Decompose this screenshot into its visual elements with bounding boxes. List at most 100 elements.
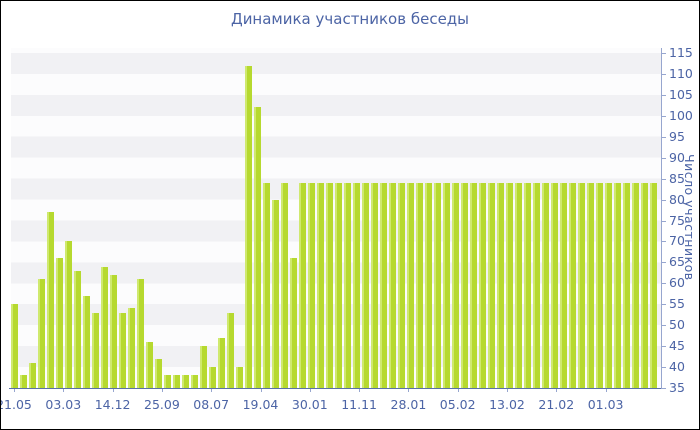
bar xyxy=(218,337,225,388)
y-axis-tick xyxy=(661,388,666,389)
bar xyxy=(389,182,396,388)
y-axis-tick-label: 45 xyxy=(669,338,685,354)
bar xyxy=(308,182,315,388)
y-axis-tick-label: 115 xyxy=(669,45,693,60)
bar xyxy=(83,295,90,388)
bar xyxy=(38,279,45,388)
bar xyxy=(209,367,216,388)
y-axis-tick-label: 90 xyxy=(669,149,685,165)
bar xyxy=(425,182,432,388)
bar xyxy=(191,375,198,388)
x-axis-tick xyxy=(359,389,361,392)
bar xyxy=(101,266,108,388)
bar xyxy=(587,182,594,388)
bar xyxy=(650,182,657,388)
y-axis-line xyxy=(661,48,662,389)
x-axis-tick xyxy=(309,389,311,392)
bar xyxy=(515,182,522,388)
bar xyxy=(380,182,387,388)
bar xyxy=(569,182,576,388)
y-axis-tick-label: 95 xyxy=(669,128,685,144)
y-axis-tick xyxy=(661,220,666,222)
bar xyxy=(623,182,630,388)
bar xyxy=(416,182,423,388)
x-axis-tick xyxy=(63,389,65,392)
x-axis-tick-label: 19.04 xyxy=(242,397,279,412)
bar xyxy=(524,182,531,388)
bar xyxy=(461,182,468,388)
x-axis-tick-label: 03.03 xyxy=(45,397,82,412)
x-axis-tick xyxy=(211,389,213,392)
bar xyxy=(335,182,342,388)
y-axis-tick xyxy=(661,115,666,117)
y-axis-tick-label: 85 xyxy=(669,170,685,186)
bar xyxy=(362,182,369,388)
x-axis-tick-label: 08.07 xyxy=(193,397,230,412)
y-axis-tick xyxy=(661,94,666,96)
bar xyxy=(146,341,153,388)
x-axis-tick xyxy=(161,389,163,392)
y-axis-tick xyxy=(661,178,666,180)
bar xyxy=(56,258,63,388)
bar xyxy=(596,182,603,388)
y-axis-tick xyxy=(661,367,666,369)
y-axis-tick xyxy=(661,136,666,138)
x-axis-tick xyxy=(507,389,508,392)
bar xyxy=(200,346,207,388)
x-axis-tick-label: 14.12 xyxy=(94,397,131,412)
bar xyxy=(371,182,378,388)
bar xyxy=(128,308,135,388)
y-axis-tick xyxy=(661,325,666,327)
bar xyxy=(155,358,162,388)
bar xyxy=(452,182,459,388)
bar xyxy=(542,182,549,388)
bar xyxy=(245,65,252,388)
x-axis-tick-label: 21.02 xyxy=(538,397,575,412)
bar xyxy=(263,182,270,388)
x-axis-tick-label: 11.11 xyxy=(341,397,377,412)
x-axis-tick xyxy=(408,389,410,392)
bar xyxy=(488,182,495,388)
y-axis-tick-label: 75 xyxy=(669,212,685,228)
y-axis-tick-label: 65 xyxy=(669,254,685,270)
y-axis-tick-label: 55 xyxy=(669,296,685,312)
bar xyxy=(272,199,279,388)
x-axis-tick-label: 21.05 xyxy=(1,397,32,412)
x-axis-tick xyxy=(556,389,558,392)
y-axis-tick xyxy=(661,157,666,159)
bar xyxy=(578,182,585,388)
y-axis-tick xyxy=(661,199,666,201)
y-axis-tick xyxy=(661,262,666,264)
bar xyxy=(173,375,180,388)
x-axis-tick-label: 30.01 xyxy=(291,397,328,412)
y-axis-tick-label: 80 xyxy=(669,191,685,207)
bar xyxy=(317,182,324,388)
bar xyxy=(641,182,648,388)
bar xyxy=(605,182,612,388)
bar xyxy=(344,182,351,388)
bar xyxy=(182,375,189,388)
x-axis-tick xyxy=(260,389,262,392)
bar xyxy=(614,182,621,388)
bar xyxy=(92,312,99,388)
y-axis-tick xyxy=(661,283,666,285)
bar xyxy=(164,375,171,388)
bar xyxy=(290,258,297,388)
bar xyxy=(29,362,36,388)
bar xyxy=(353,182,360,388)
x-axis-tick xyxy=(457,389,459,392)
bar xyxy=(434,182,441,388)
x-axis-tick-label: 01.03 xyxy=(587,397,624,412)
y-axis-tick-label: 40 xyxy=(669,359,685,375)
y-axis-tick-label: 100 xyxy=(669,107,693,123)
bar xyxy=(506,182,513,388)
bar xyxy=(299,182,306,388)
bar xyxy=(443,182,450,388)
x-axis-tick-label: 28.01 xyxy=(390,397,427,412)
bar xyxy=(227,312,234,388)
plot-area xyxy=(11,48,661,388)
x-axis-tick xyxy=(112,389,114,392)
y-axis-tick xyxy=(661,73,666,75)
x-axis-tick-label: 13.02 xyxy=(489,397,525,412)
